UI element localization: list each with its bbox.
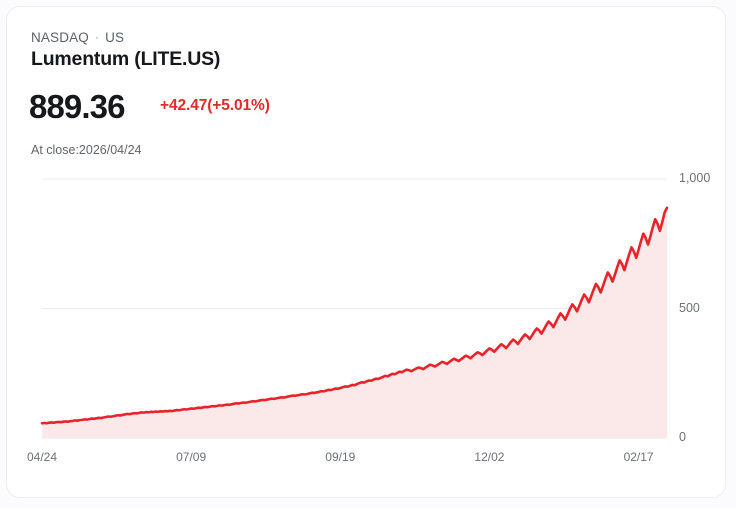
x-axis-label: 09/19 bbox=[325, 450, 356, 464]
current-price: 889.36 bbox=[29, 88, 125, 125]
y-axis-label: 0 bbox=[679, 430, 686, 444]
x-axis-label: 07/09 bbox=[176, 450, 207, 464]
y-axis-label: 1,000 bbox=[679, 171, 711, 185]
x-axis-label: 02/17 bbox=[623, 450, 654, 464]
price-area-chart[interactable] bbox=[7, 7, 725, 497]
separator-dot: · bbox=[94, 30, 100, 44]
price-change: +42.47(+5.01%) bbox=[160, 97, 270, 114]
exchange-name: NASDAQ bbox=[31, 30, 89, 45]
exchange-region: NASDAQ · US bbox=[31, 30, 124, 45]
price-line bbox=[40, 206, 669, 425]
stock-quote-card: NASDAQ · US Lumentum (LITE.US) 889.36 +42.… bbox=[6, 6, 726, 498]
page-title: Lumentum (LITE.US) bbox=[31, 48, 221, 70]
area-fill bbox=[42, 207, 667, 438]
at-close-timestamp: At close:2026/04/24 bbox=[31, 143, 142, 157]
y-axis-label: 500 bbox=[679, 300, 700, 315]
chart-svg bbox=[40, 178, 669, 439]
x-axis-label: 12/02 bbox=[474, 450, 505, 464]
x-axis-label: 04/24 bbox=[26, 450, 58, 464]
region-label: US bbox=[105, 30, 125, 45]
